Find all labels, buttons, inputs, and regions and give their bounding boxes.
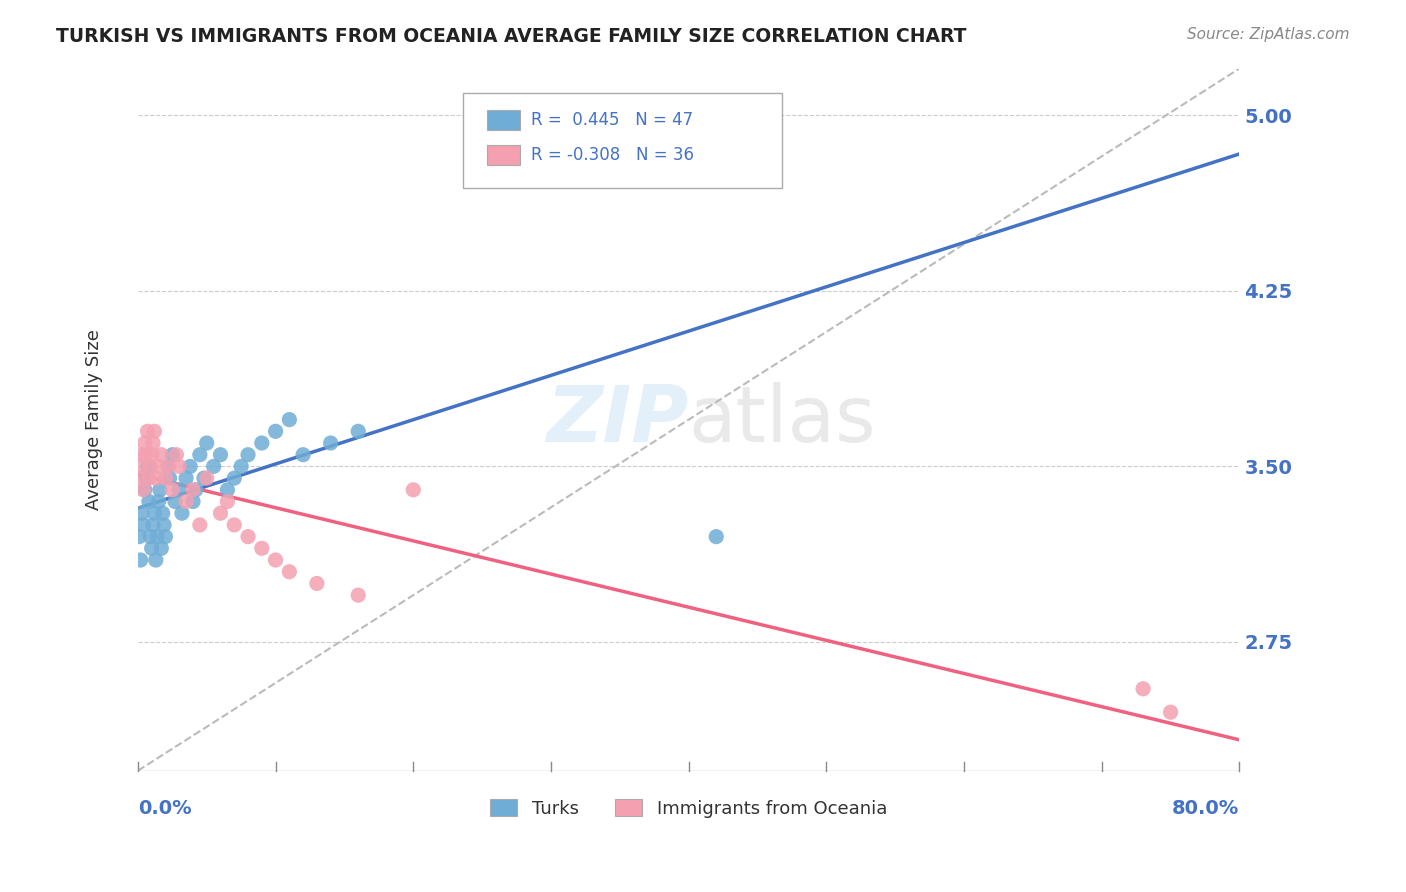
Point	[143, 506, 166, 520]
Point	[264, 425, 287, 439]
FancyBboxPatch shape	[486, 110, 520, 129]
Point	[148, 494, 170, 508]
Point	[209, 448, 232, 462]
Point	[650, 144, 672, 158]
Point	[134, 483, 156, 497]
Point	[162, 448, 184, 462]
Text: TURKISH VS IMMIGRANTS FROM OCEANIA AVERAGE FAMILY SIZE CORRELATION CHART: TURKISH VS IMMIGRANTS FROM OCEANIA AVERA…	[56, 27, 967, 45]
Point	[153, 517, 176, 532]
Point	[149, 483, 172, 497]
Point	[150, 448, 173, 462]
Point	[165, 448, 187, 462]
Point	[236, 448, 259, 462]
Point	[250, 436, 273, 450]
Legend: Turks, Immigrants from Oceania: Turks, Immigrants from Oceania	[484, 792, 894, 825]
Point	[181, 494, 204, 508]
Point	[129, 459, 152, 474]
Point	[143, 425, 166, 439]
Point	[138, 471, 160, 485]
Point	[181, 483, 204, 497]
Point	[155, 530, 177, 544]
Point	[195, 436, 218, 450]
Point	[134, 436, 156, 450]
FancyBboxPatch shape	[463, 93, 782, 188]
Point	[129, 553, 152, 567]
Point	[157, 459, 180, 474]
Point	[142, 436, 165, 450]
Point	[132, 517, 155, 532]
Point	[704, 530, 727, 544]
Point	[165, 494, 187, 508]
Point	[128, 471, 150, 485]
Point	[224, 471, 246, 485]
Point	[167, 483, 190, 497]
Point	[139, 530, 162, 544]
Point	[209, 506, 232, 520]
Point	[141, 541, 163, 556]
Text: R =  0.445   N = 47: R = 0.445 N = 47	[531, 111, 693, 128]
Point	[292, 448, 315, 462]
Point	[162, 483, 184, 497]
Point	[250, 541, 273, 556]
Point	[1132, 681, 1154, 696]
Point	[136, 459, 159, 474]
Point	[167, 459, 190, 474]
Point	[146, 530, 169, 544]
Point	[131, 506, 153, 520]
Point	[264, 553, 287, 567]
Point	[188, 448, 211, 462]
Point	[188, 517, 211, 532]
Point	[128, 530, 150, 544]
Text: Average Family Size: Average Family Size	[84, 329, 103, 510]
Point	[174, 494, 197, 508]
Text: atlas: atlas	[689, 382, 876, 458]
Point	[193, 471, 215, 485]
Point	[152, 506, 174, 520]
Point	[319, 436, 342, 450]
Point	[138, 494, 160, 508]
Point	[184, 483, 207, 497]
Text: 80.0%: 80.0%	[1173, 798, 1240, 818]
Point	[217, 494, 239, 508]
Point	[139, 459, 162, 474]
Point	[278, 565, 301, 579]
Point	[135, 471, 157, 485]
Point	[347, 588, 370, 602]
Point	[347, 425, 370, 439]
Point	[202, 459, 225, 474]
Point	[170, 506, 193, 520]
Point	[135, 448, 157, 462]
Point	[132, 483, 155, 497]
Point	[141, 448, 163, 462]
Point	[148, 459, 170, 474]
Point	[136, 425, 159, 439]
Point	[142, 517, 165, 532]
Point	[159, 471, 181, 485]
FancyBboxPatch shape	[486, 145, 520, 165]
Point	[236, 530, 259, 544]
Point	[179, 459, 201, 474]
Point	[157, 459, 180, 474]
Point	[217, 483, 239, 497]
Point	[131, 448, 153, 462]
Point	[145, 471, 167, 485]
Point	[195, 471, 218, 485]
Point	[402, 483, 425, 497]
Point	[224, 517, 246, 532]
Text: ZIP: ZIP	[547, 382, 689, 458]
Point	[305, 576, 328, 591]
Point	[150, 541, 173, 556]
Text: R = -0.308   N = 36: R = -0.308 N = 36	[531, 146, 695, 164]
Text: Source: ZipAtlas.com: Source: ZipAtlas.com	[1187, 27, 1350, 42]
Point	[278, 412, 301, 426]
Point	[174, 471, 197, 485]
Point	[145, 553, 167, 567]
Point	[231, 459, 253, 474]
Point	[1160, 705, 1182, 719]
Text: 0.0%: 0.0%	[138, 798, 191, 818]
Point	[155, 471, 177, 485]
